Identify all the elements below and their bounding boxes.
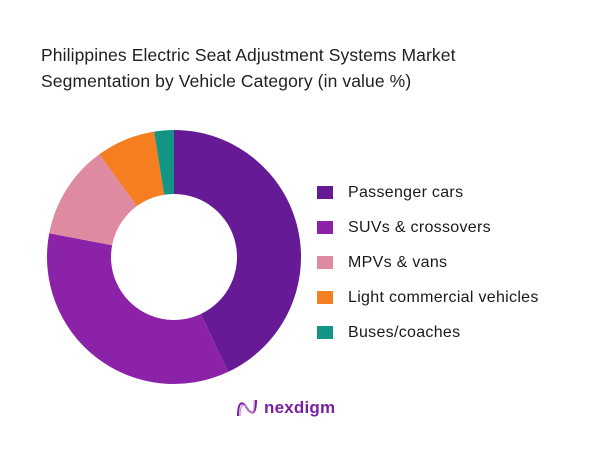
donut-slice-light-commercial-vehicles	[99, 131, 165, 207]
legend-swatch	[317, 221, 333, 234]
chart-legend: Passenger cars SUVs & crossovers MPVs & …	[317, 175, 539, 350]
donut-slice-mpvs-vans	[49, 154, 137, 246]
legend-label: MPVs & vans	[348, 253, 448, 271]
legend-swatch	[317, 186, 333, 199]
legend-label: Passenger cars	[348, 183, 464, 201]
chart-title-line-2: Segmentation by Vehicle Category (in val…	[41, 71, 412, 91]
legend-swatch	[317, 291, 333, 304]
donut-slice-suvs-crossovers	[47, 233, 229, 384]
legend-item-passenger-cars: Passenger cars	[317, 175, 539, 210]
chart-title-line-1: Philippines Electric Seat Adjustment Sys…	[41, 45, 456, 65]
legend-item-light-commercial-vehicles: Light commercial vehicles	[317, 280, 539, 315]
legend-label: Light commercial vehicles	[348, 288, 539, 306]
donut-slice-buses-coaches	[154, 130, 174, 195]
legend-item-suvs-crossovers: SUVs & crossovers	[317, 210, 539, 245]
legend-label: Buses/coaches	[348, 323, 461, 341]
legend-item-mpvs-vans: MPVs & vans	[317, 245, 539, 280]
nexdigm-wave-icon	[237, 399, 257, 417]
legend-swatch	[317, 256, 333, 269]
chart-title: Philippines Electric Seat Adjustment Sys…	[41, 42, 456, 94]
legend-label: SUVs & crossovers	[348, 218, 491, 236]
legend-swatch	[317, 326, 333, 339]
nexdigm-logo: nexdigm	[236, 398, 335, 418]
legend-item-buses-coaches: Buses/coaches	[317, 315, 539, 350]
donut-slice-passenger-cars	[174, 130, 301, 372]
nexdigm-logo-text: nexdigm	[264, 398, 336, 417]
